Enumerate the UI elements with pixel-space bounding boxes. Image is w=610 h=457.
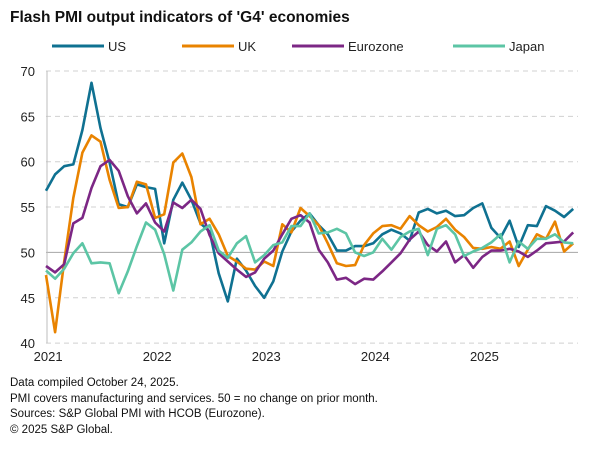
y-axis-ticks: 40 45 50 55 60 65 70: [21, 64, 35, 351]
series-line-japan: [45, 212, 574, 295]
y-tick-label: 50: [21, 245, 35, 260]
legend-label: Eurozone: [348, 39, 404, 54]
y-tick-label: 55: [21, 200, 35, 215]
note-sources: Sources: S&P Global PMI with HCOB (Euroz…: [10, 408, 265, 420]
legend-item-eurozone: Eurozone: [292, 39, 404, 54]
x-axis-ticks: 2021 2022 2023 2024 2025: [34, 349, 499, 364]
legend-label: Japan: [509, 39, 544, 54]
note-date: Data compiled October 24, 2025.: [10, 377, 179, 389]
x-tick-label: 2025: [470, 349, 499, 364]
legend-label: US: [108, 39, 126, 54]
legend-label: UK: [238, 39, 256, 54]
x-tick-label: 2023: [252, 349, 281, 364]
series-line-uk: [44, 134, 575, 334]
note-copyright: © 2025 S&P Global.: [10, 423, 113, 436]
line-chart: 40 45 50 55 60 65 70 2021 2022 2023 2024 2025 US UK…: [21, 39, 578, 364]
y-tick-label: 65: [21, 109, 35, 124]
x-tick-label: 2021: [34, 349, 63, 364]
x-tick-label: 2024: [361, 349, 390, 364]
legend-item-japan: Japan: [453, 39, 544, 54]
series-line-eurozone: [45, 158, 575, 286]
legend-item-uk: UK: [182, 39, 256, 54]
series-lines: [44, 81, 575, 334]
note-coverage: PMI covers manufacturing and services. 5…: [10, 392, 378, 405]
y-tick-label: 45: [21, 291, 35, 306]
y-tick-label: 70: [21, 64, 35, 79]
legend: US UK Eurozone Japan: [52, 39, 544, 54]
legend-item-us: US: [52, 39, 126, 54]
x-tick-label: 2022: [143, 349, 172, 364]
footnotes: Data compiled October 24, 2025. PMI cove…: [10, 376, 378, 438]
y-tick-label: 60: [21, 155, 35, 170]
chart-title: Flash PMI output indicators of 'G4' econ…: [10, 9, 350, 26]
y-tick-label: 40: [21, 336, 35, 351]
